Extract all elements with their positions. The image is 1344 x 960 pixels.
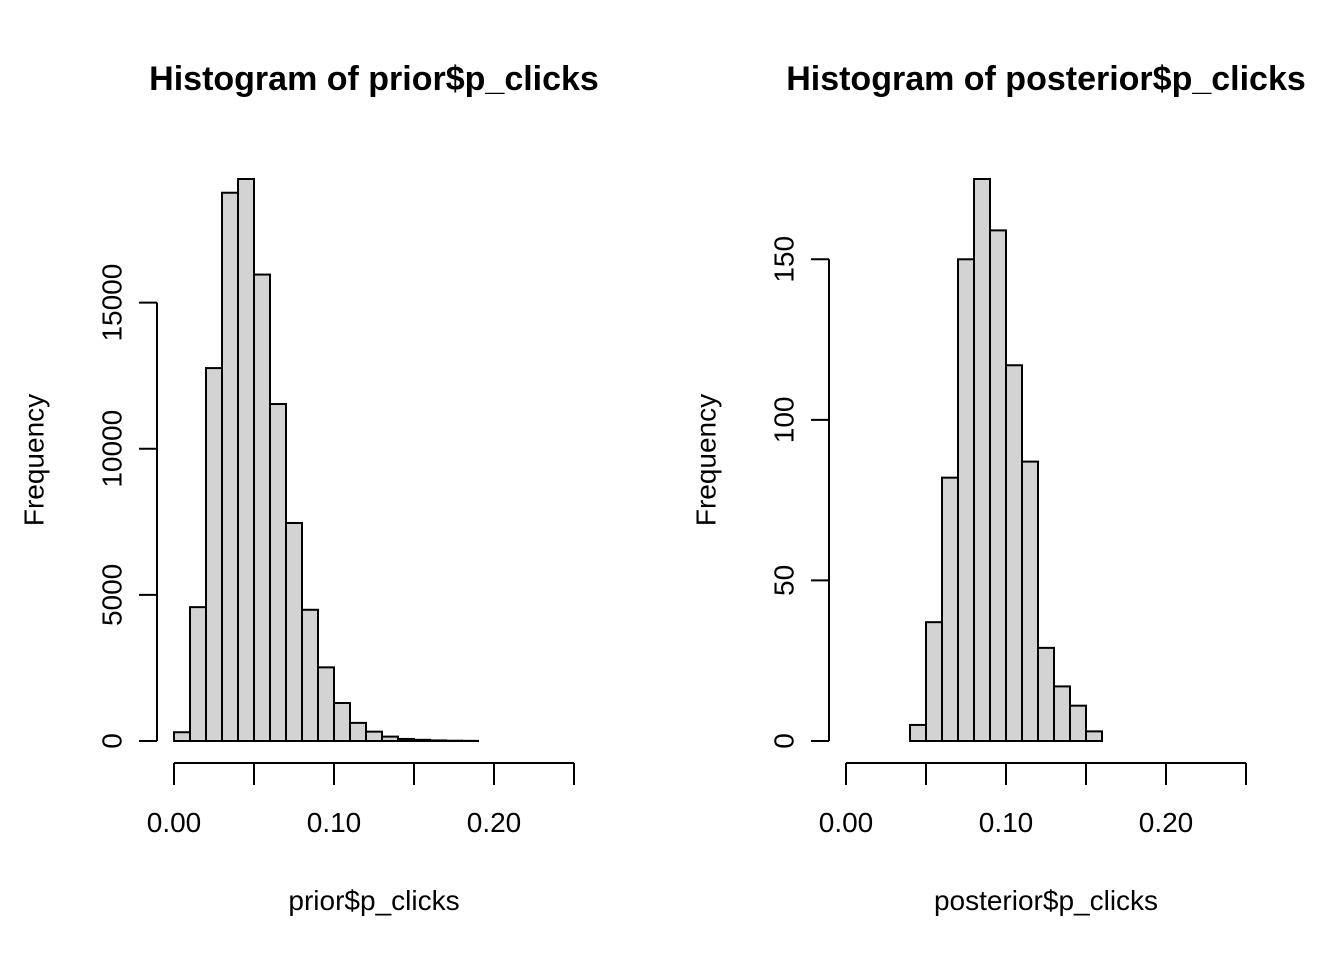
- prior-x-tick-label: 0.00: [147, 807, 202, 838]
- posterior-histogram-panel: Histogram of posterior$p_clicks 0.00 0.10 0…: [691, 60, 1306, 916]
- prior-histogram-bar: [301, 608, 319, 742]
- posterior-histogram-bar: [941, 476, 959, 742]
- posterior-y-tick-label: 100: [769, 396, 800, 443]
- prior-histogram-bar: [189, 606, 207, 743]
- prior-y-tick-label: 15000: [97, 264, 128, 342]
- prior-histogram-bar: [333, 702, 351, 742]
- prior-histogram-bar: [365, 730, 383, 743]
- prior-y-tick-label: 0: [97, 733, 128, 749]
- posterior-y-tick-label: 150: [769, 236, 800, 283]
- prior-x-tick-label: 0.10: [307, 807, 362, 838]
- posterior-y-tick-label: 0: [769, 733, 800, 749]
- prior-histogram-panel: Histogram of prior$p_clicks 0.00 0.10 0.20 0…: [19, 60, 599, 916]
- prior-histogram-bar: [429, 739, 447, 742]
- prior-x-axis-label: prior$p_clicks: [288, 885, 459, 916]
- posterior-histogram-bar: [1037, 646, 1055, 743]
- posterior-histogram-bar: [989, 229, 1007, 743]
- prior-histogram-bar: [413, 738, 431, 743]
- prior-histogram-bar: [285, 521, 303, 742]
- posterior-histogram-bar: [1069, 704, 1087, 742]
- posterior-histogram-bar: [957, 258, 975, 742]
- prior-y-tick-label: 5000: [97, 564, 128, 626]
- posterior-x-axis-label: posterior$p_clicks: [934, 885, 1158, 916]
- posterior-x-tick-label: 0.10: [979, 807, 1034, 838]
- posterior-histogram-bar: [1085, 730, 1103, 743]
- prior-histogram-bar: [317, 666, 335, 743]
- prior-histogram-bar: [397, 737, 415, 742]
- posterior-histogram-bar: [1005, 364, 1023, 742]
- prior-histogram-bar: [221, 191, 239, 742]
- posterior-histogram-bar: [973, 178, 991, 742]
- prior-histogram-bar: [269, 403, 287, 742]
- prior-histogram-bar: [237, 178, 255, 742]
- posterior-y-axis-label: Frequency: [691, 394, 722, 526]
- posterior-chart-title: Histogram of posterior$p_clicks: [786, 60, 1306, 98]
- posterior-histogram-bar: [909, 723, 927, 743]
- posterior-y-tick-label: 50: [769, 565, 800, 596]
- posterior-histogram-bar: [1053, 685, 1071, 742]
- prior-histogram-bar: [381, 735, 399, 742]
- prior-x-tick-label: 0.20: [467, 807, 522, 838]
- posterior-x-tick-label: 0.00: [819, 807, 874, 838]
- prior-histogram-bar: [205, 367, 223, 742]
- prior-histogram-bar: [173, 731, 191, 742]
- posterior-x-tick-label: 0.20: [1139, 807, 1194, 838]
- prior-y-axis-label: Frequency: [19, 394, 50, 526]
- prior-chart-title: Histogram of prior$p_clicks: [149, 60, 599, 98]
- posterior-histogram-bar: [1021, 460, 1039, 742]
- prior-y-tick-label: 10000: [97, 410, 128, 488]
- prior-histogram-bar: [253, 273, 271, 742]
- prior-histogram-bar: [349, 721, 367, 742]
- posterior-histogram-bar: [925, 621, 943, 742]
